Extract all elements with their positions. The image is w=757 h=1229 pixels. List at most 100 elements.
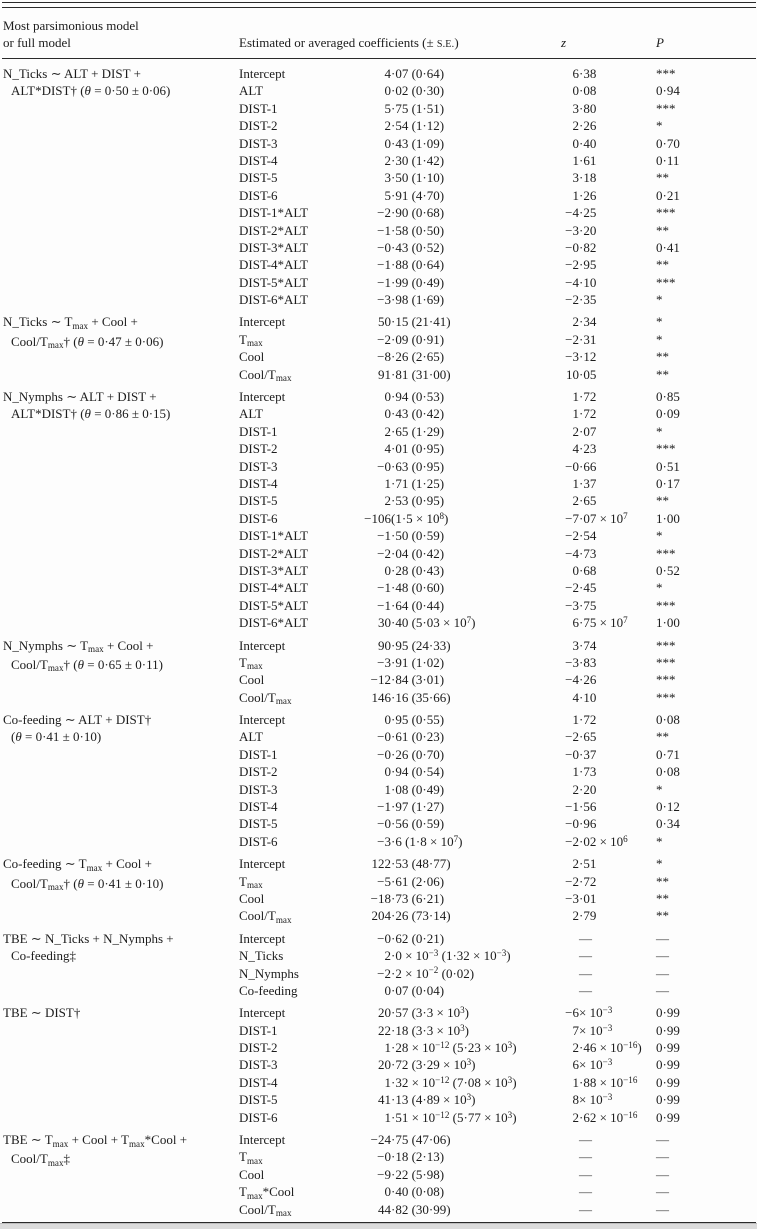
term-label: Intercept (239, 314, 286, 330)
p-value: 0·99 (656, 1109, 680, 1125)
term-label: DIST-5 (239, 493, 278, 509)
coefficient-integer: −0 (377, 746, 391, 762)
model-formula-line: N_Ticks ∼ ALT + DIST + (3, 66, 141, 81)
coefficient-fraction-se: ·2 × 10−2 (0·02) (391, 965, 475, 981)
header-coefficients: Estimated or averaged coefficients (± s.… (239, 35, 459, 50)
p-value: — (656, 1166, 669, 1182)
coefficient-integer: −1 (377, 580, 391, 596)
model-label: N_Nymphs ∼ ALT + DIST + ALT*DIST† (θ = 0·… (2, 388, 239, 631)
term-label: N_Ticks (239, 948, 284, 964)
term-label: DIST-4 (239, 475, 278, 491)
p-value: * (656, 781, 663, 797)
p-value: *** (656, 66, 676, 81)
coefficient-fraction-se: ·91 (4·70) (391, 187, 445, 203)
term-label: Cool/Tmax (239, 689, 292, 707)
coefficient-fraction-se: ·61 (2·06) (391, 873, 445, 889)
coefficient-integer: −0 (377, 816, 391, 832)
coefficient-fraction-se: ·81 (31·00) (391, 366, 451, 382)
coefficient-fraction-se: ·43 (0·42) (391, 406, 445, 422)
z-value-fraction: ·72 (579, 873, 597, 889)
z-value-fraction: ·65 (579, 729, 597, 745)
coefficient-fraction-se: ·01 (0·95) (391, 441, 445, 457)
coefficient-integer: 22 (378, 1022, 391, 1038)
table-row: N_Ticks 2 ·0 × 10−3 (1·32 × 10−3) — — (239, 947, 756, 964)
coefficient-integer: −2 (377, 205, 391, 221)
z-value-fraction: × 10−3 (579, 1057, 613, 1073)
coefficient-integer: 0 (384, 764, 392, 780)
coefficient-fraction-se: ·94 (0·53) (391, 389, 445, 405)
p-value: ** (656, 349, 669, 365)
header-rule (2, 58, 756, 59)
term-label: Cool/Tmax (239, 908, 292, 925)
p-value: 0·99 (656, 1005, 680, 1021)
p-value: ** (656, 493, 669, 509)
term-label: DIST-1*ALT (239, 205, 309, 221)
z-value-fraction: ·05 (579, 366, 597, 382)
table-row: Intercept 0 ·94 (0·53) 1 ·72 0·85 (239, 388, 756, 405)
table-row: Tmax −2 ·09 (0·91) −2 ·31 * (239, 331, 756, 349)
p-value: 0·94 (656, 83, 680, 99)
p-value: — (656, 1149, 669, 1165)
table-row: Intercept −0 ·62 (0·21) — — (239, 930, 756, 947)
table-row: Cool/Tmax 44 ·82 (30·99) — — (239, 1201, 756, 1219)
term-label: Tmax (239, 1149, 263, 1166)
coefficient-rows: Intercept 50 ·15 (21·41) 2 ·34 * Tmax −2… (239, 313, 756, 383)
coefficient-integer: −3 (377, 654, 391, 670)
coefficient-integer: 44 (378, 1201, 391, 1217)
model-formula-line: N_Nymphs ∼ Tmax + Cool + (3, 637, 154, 655)
table-row: DIST-6*ALT 30 ·40 (5·03 × 107) 6 ·75 × 1… (239, 614, 756, 631)
coefficient-integer: 0 (384, 1184, 392, 1200)
coefficient-fraction-se: ·82 (30·99) (391, 1201, 451, 1217)
coefficient-integer: 20 (378, 1005, 391, 1021)
coefficient-integer: −18 (370, 890, 391, 906)
term-label: DIST-6 (239, 187, 278, 203)
coefficient-integer: −8 (377, 349, 391, 365)
coefficient-integer: −2 (377, 545, 391, 561)
term-label: Intercept (239, 856, 286, 872)
coefficient-fraction-se: ·88 (0·64) (391, 257, 445, 273)
coefficient-integer: −1 (377, 799, 391, 815)
term-label: Tmax*Cool (239, 1184, 295, 1201)
table-row: Intercept −24 ·75 (47·06) — — (239, 1131, 756, 1148)
z-value-integer: −4 (565, 205, 579, 221)
table-row: DIST-4 1 ·32 × 10−12 (7·08 × 103) 1 ·88 … (239, 1074, 756, 1091)
z-value-integer: 1 (572, 152, 580, 168)
z-value-fraction: ·95 (579, 257, 597, 273)
z-value-integer: 3 (572, 100, 580, 116)
z-value-integer: −0 (565, 746, 579, 762)
z-value-fraction: — (579, 948, 592, 964)
term-label: DIST-6*ALT (239, 615, 309, 631)
z-value-integer: 1 (572, 406, 580, 422)
term-label: DIST-2*ALT (239, 545, 309, 561)
coefficient-fraction-se: ·53 (0·95) (391, 493, 445, 509)
term-label: Cool (239, 890, 265, 906)
p-value: *** (656, 545, 676, 561)
z-value-fraction: ·25 (579, 205, 597, 221)
coefficient-fraction-se: ·32 × 10−12 (7·08 × 103) (391, 1074, 517, 1090)
table-row: DIST-6 1 ·51 × 10−12 (5·77 × 103) 2 ·62 … (239, 1109, 756, 1126)
p-value: 0·21 (656, 187, 680, 203)
coefficient-fraction-se: ·50 (0·59) (391, 528, 445, 544)
p-value: — (656, 948, 669, 964)
coefficient-integer: 2 (384, 152, 392, 168)
p-value: *** (656, 205, 676, 221)
coefficient-fraction-se: ·75 (1·51) (391, 100, 445, 116)
coefficient-fraction-se: ·40 (0·08) (391, 1184, 445, 1200)
table-row: DIST-2*ALT −2 ·04 (0·42) −4 ·73 *** (239, 545, 756, 562)
p-value: — (656, 982, 669, 998)
coefficient-integer: 2 (384, 118, 392, 134)
coefficient-fraction-se: ·26 (0·70) (391, 746, 445, 762)
z-value-fraction: — (579, 1166, 592, 1182)
coefficient-rows: Intercept 20 ·57 (3·3 × 103) −6 × 10−3 0… (239, 1004, 756, 1126)
z-value-integer: 2 (572, 856, 580, 872)
table-row: ALT 0 ·02 (0·30) 0 ·08 0·94 (239, 82, 756, 99)
coefficient-integer: −0 (377, 458, 391, 474)
z-value-integer: 10 (566, 366, 579, 382)
table-row: DIST-3 1 ·08 (0·49) 2 ·20 * (239, 781, 756, 798)
coefficient-integer: 0 (384, 406, 392, 422)
z-value-integer: 0 (572, 135, 580, 151)
model-formula-line: Cool/Tmax† (θ = 0·65 ± 0·11) (11, 656, 163, 674)
table-row: DIST-5*ALT −1 ·99 (0·49) −4 ·10 *** (239, 274, 756, 291)
p-value: 0·70 (656, 135, 680, 151)
z-value-fraction: — (579, 1201, 592, 1217)
